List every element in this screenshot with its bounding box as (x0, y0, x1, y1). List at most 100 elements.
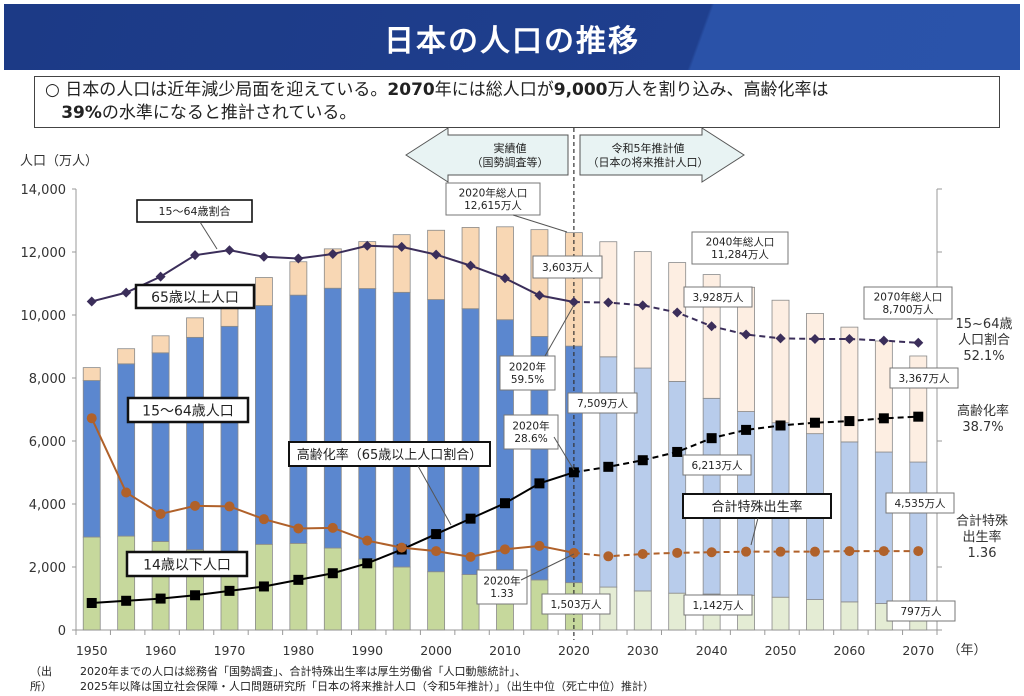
y-tick-label: 0 (58, 624, 66, 639)
bar-age0-14 (668, 592, 687, 631)
x-tick-label: 2060 (833, 643, 865, 658)
bar-age65-plus (186, 317, 204, 338)
aging-rate-point (431, 529, 442, 540)
summary-number: 9,000 (553, 80, 608, 100)
bar-age0-14 (771, 596, 790, 631)
source-line-2: 2025年以降は国立社会保障・人口問題研究所「日本の将来推計人口（令和5年推計）… (80, 680, 654, 693)
tfr-point (155, 508, 166, 519)
bar-age65-plus (151, 335, 170, 354)
aging-rate-point (86, 597, 97, 608)
x-tick-label: 2040 (696, 643, 728, 658)
tfr-point (809, 546, 820, 557)
ratio-15-64-line-projected (573, 301, 919, 344)
annotation-ratio-2020-text: 2020年 (509, 361, 546, 374)
annotation-total-2020-box (445, 182, 541, 216)
tfr-point (293, 523, 304, 534)
tfr-point (224, 501, 235, 512)
y-tick-label: 4,000 (29, 498, 66, 513)
annotation-age15-64-2040-text: 6,213万人 (691, 460, 743, 472)
right-label-tfr: 出生率 (962, 529, 1001, 545)
right-label-aging-rate: 38.7% (962, 420, 1003, 435)
x-tick-label: 2010 (489, 643, 521, 658)
ratio-15-64-point (431, 249, 442, 260)
label-age0-14-box (125, 550, 249, 578)
annotation-tfr-2020-text: 2020年 (483, 575, 520, 588)
right-label-ratio-15-64: 52.1% (963, 349, 1004, 364)
label-age15-64-text: 15〜64歳人口 (142, 403, 234, 419)
tfr-point (775, 546, 786, 557)
actual-period-label: 実績値 (494, 141, 527, 155)
x-tick-label: 1950 (76, 643, 108, 658)
tfr-point (86, 413, 97, 424)
tfr-point (327, 522, 338, 533)
ratio-15-64-point (465, 260, 476, 271)
ratio-15-64-point (190, 250, 201, 261)
annotation-ratio-2020-text: 59.5% (511, 374, 544, 386)
label-aging-rate-text: 高齢化率（65歳以上人口割合） (297, 447, 483, 463)
annotation-age0-14-2070-text: 797万人 (900, 606, 942, 618)
tfr-point (672, 547, 683, 558)
bar-age15-64 (289, 294, 308, 544)
aging-rate-point (293, 574, 304, 585)
page-title: 日本の人口の推移 (384, 24, 640, 59)
bar-age65-plus (427, 229, 446, 300)
y-tick-label: 8,000 (29, 372, 66, 387)
bar-age15-64 (840, 441, 859, 603)
bar-age65-plus (289, 261, 308, 296)
x-tick-label: 2070 (902, 643, 934, 658)
right-label-ratio-15-64: 15~64歳 (956, 317, 1013, 332)
aging-rate-point (465, 513, 476, 524)
annotation-tfr-2020-text: 1.33 (490, 588, 513, 600)
ratio-15-64-point (568, 297, 579, 308)
bar-age15-64 (909, 461, 928, 606)
tfr-point (844, 546, 855, 557)
tfr-point (741, 546, 752, 557)
page-header: 日本の人口の推移 (4, 4, 1020, 70)
aging-rate-point (500, 498, 510, 509)
tfr-point (706, 547, 717, 558)
annotation-total-2070-text: 8,700万人 (882, 304, 934, 316)
label-age65-box (134, 283, 256, 310)
y-tick-label: 6,000 (29, 435, 66, 450)
bar-age15-64 (255, 305, 273, 545)
label-age15-64-box (126, 396, 250, 424)
summary-text: 日本の人口は近年減少局面を迎えている。 (65, 80, 388, 100)
projected-period-sublabel: （日本の将来推計人口） (588, 155, 709, 169)
bar-age65-plus (392, 234, 411, 293)
ratio-15-64-point (258, 251, 269, 262)
ratio-15-64-point (603, 297, 614, 308)
source-line-1: 2020年までの人口は総務省「国勢調査」、合計特殊出生率は厚生労働省「人口動態統… (80, 665, 526, 678)
summary-rate: 39% (61, 103, 102, 123)
ratio-15-64-point (534, 290, 545, 301)
y-tick-label: 12,000 (21, 246, 67, 261)
bar-age0-14 (289, 542, 308, 631)
label-ratio-15-64-box (136, 199, 253, 223)
aging-rate-line-projected (573, 415, 919, 474)
bar-age65-plus (496, 226, 514, 321)
right-label-tfr: 合計特殊 (956, 513, 1008, 529)
ratio-15-64-point (844, 333, 855, 344)
x-tick-label: 2000 (420, 643, 452, 658)
x-axis-unit: （年） (947, 643, 986, 658)
tfr-point (121, 487, 132, 498)
y-axis-title: 人口（万人） (20, 154, 98, 169)
annotation-total-2040-text: 2040年総人口 (706, 236, 775, 249)
annotation-age0-14-2070-box (886, 600, 956, 622)
bar-age65-plus (82, 367, 101, 381)
aging-rate-point (878, 413, 889, 424)
annotation-age15-64-2070-box (885, 492, 955, 514)
bar-age15-64 (323, 287, 342, 549)
ratio-15-64-point (741, 329, 752, 340)
ratio-15-64-point (224, 245, 235, 256)
annotation-age65-2040-box (683, 286, 753, 308)
bar-age15-64 (358, 288, 377, 560)
tfr-point (362, 535, 373, 546)
tfr-point (913, 546, 924, 557)
bar-age15-64 (82, 380, 101, 538)
x-tick-label: 1960 (145, 643, 177, 658)
annotation-aging-2020-box (503, 414, 559, 450)
bar-age65-plus (874, 340, 893, 453)
annotation-total-2070-text: 2070年総人口 (874, 291, 943, 304)
tfr-point (431, 546, 442, 557)
